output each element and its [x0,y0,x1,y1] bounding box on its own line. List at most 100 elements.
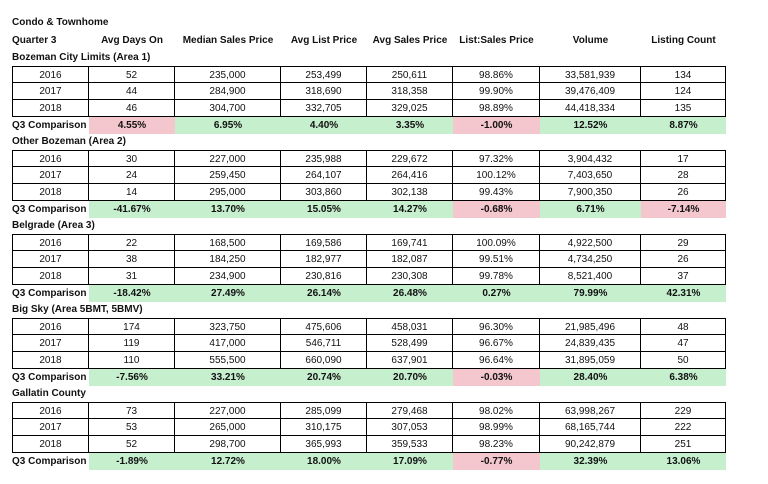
table-cell: 30 [89,150,175,167]
section-title: Belgrade (Area 3) [12,220,95,231]
table-cell: 24 [89,167,175,184]
table-cell: 265,000 [175,419,281,436]
table-cell: 63,998,267 [540,402,641,419]
table-cell: 17 [641,150,726,167]
table-cell: 230,816 [281,268,367,285]
comparison-row: Q3 Comparison -18.42% 27.49% 26.14% 26.48% 0.… [12,285,726,302]
table-cell: 251 [641,436,726,453]
comparison-label: Q3 Comparison [12,120,87,131]
row-year: 2018 [12,436,89,453]
comparison-cell: 26.48% [367,285,453,302]
table-cell: 302,138 [367,184,453,201]
header-list-sales-price: List:Sales Price [459,35,534,46]
table-row: 2017 24 259,450 264,107 264,416 100.12% 7,403,… [12,167,726,184]
row-year: 2016 [12,150,89,167]
table-cell: 119 [89,335,175,352]
table-cell: 96.64% [453,352,540,369]
table-cell: 323,750 [175,318,281,335]
header-volume: Volume [572,35,609,46]
comparison-cell: -1.89% [89,453,175,470]
comparison-cell: 42.31% [641,285,726,302]
comparison-cell: 0.27% [453,285,540,302]
row-year: 2017 [12,335,89,352]
table-cell: 307,053 [367,419,453,436]
table-cell: 68,165,744 [540,419,641,436]
table-cell: 229,672 [367,150,453,167]
table-cell: 660,090 [281,352,367,369]
comparison-cell: 33.21% [175,369,281,386]
comparison-cell: 28.40% [540,369,641,386]
table-row: 2017 38 184,250 182,977 182,087 99.51% 4,734,2… [12,251,726,268]
row-year: 2017 [12,419,89,436]
comparison-cell: 13.70% [175,201,281,218]
row-year: 2016 [12,66,89,83]
comparison-cell: 12.72% [175,453,281,470]
table-row: 2016 73 227,000 285,099 279,468 98.02% 63,998,… [12,402,726,419]
table-cell: 14 [89,184,175,201]
table-cell: 259,450 [175,167,281,184]
table-cell: 22 [89,234,175,251]
comparison-cell: 14.27% [367,201,453,218]
comparison-cell: 20.74% [281,369,367,386]
table-cell: 124 [641,83,726,100]
table-cell: 285,099 [281,402,367,419]
table-cell: 39,476,409 [540,83,641,100]
table-cell: 135 [641,100,726,117]
comparison-cell: -1.00% [453,117,540,134]
table-cell: 44 [89,83,175,100]
table-cell: 90,242,879 [540,436,641,453]
table-cell: 8,521,400 [540,268,641,285]
table-cell: 134 [641,66,726,83]
header-avg-list-price: Avg List Price [290,35,358,46]
table-cell: 458,031 [367,318,453,335]
table-cell: 318,690 [281,83,367,100]
section-title: Big Sky (Area 5BMT, 5BMV) [12,304,143,315]
section-title: Gallatin County [12,388,86,399]
table-cell: 4,734,250 [540,251,641,268]
table-cell: 417,000 [175,335,281,352]
table-cell: 184,250 [175,251,281,268]
row-year: 2018 [12,268,89,285]
comparison-cell: 79.99% [540,285,641,302]
table-cell: 546,711 [281,335,367,352]
table-cell: 329,025 [367,100,453,117]
row-year: 2017 [12,167,89,184]
table-cell: 3,904,432 [540,150,641,167]
comparison-cell: 15.05% [281,201,367,218]
comparison-cell: 32.39% [540,453,641,470]
table-cell: 182,087 [367,251,453,268]
table-cell: 26 [641,184,726,201]
header-avg-days-on: Avg Days On [101,35,163,46]
table-cell: 31 [89,268,175,285]
table-row: 2016 30 227,000 235,988 229,672 97.32% 3,904,4… [12,150,726,167]
comparison-cell: 8.87% [641,117,726,134]
header-quarter: Quarter 3 [12,35,57,46]
table-cell: 110 [89,352,175,369]
table-cell: 332,705 [281,100,367,117]
comparison-cell: 12.52% [540,117,641,134]
row-year: 2016 [12,402,89,419]
table-cell: 264,416 [367,167,453,184]
table-cell: 222 [641,419,726,436]
row-year: 2018 [12,100,89,117]
table-cell: 100.12% [453,167,540,184]
table-cell: 99.51% [453,251,540,268]
table-cell: 264,107 [281,167,367,184]
table-cell: 24,839,435 [540,335,641,352]
table-cell: 26 [641,251,726,268]
table-cell: 33,581,939 [540,66,641,83]
table-title: Condo & Townhome [12,17,109,28]
table-cell: 365,993 [281,436,367,453]
sections-container: Bozeman City Limits (Area 1) 2016 52 235,00… [12,50,726,470]
table-cell: 52 [89,66,175,83]
comparison-cell: 4.55% [89,117,175,134]
table-cell: 46 [89,100,175,117]
header-listing-count: Listing Count [651,35,716,46]
comparison-cell: 26.14% [281,285,367,302]
row-year: 2016 [12,318,89,335]
table-cell: 359,533 [367,436,453,453]
table-cell: 637,901 [367,352,453,369]
table-cell: 284,900 [175,83,281,100]
table-row: 2016 22 168,500 169,586 169,741 100.09% 4,922,… [12,234,726,251]
table-cell: 528,499 [367,335,453,352]
